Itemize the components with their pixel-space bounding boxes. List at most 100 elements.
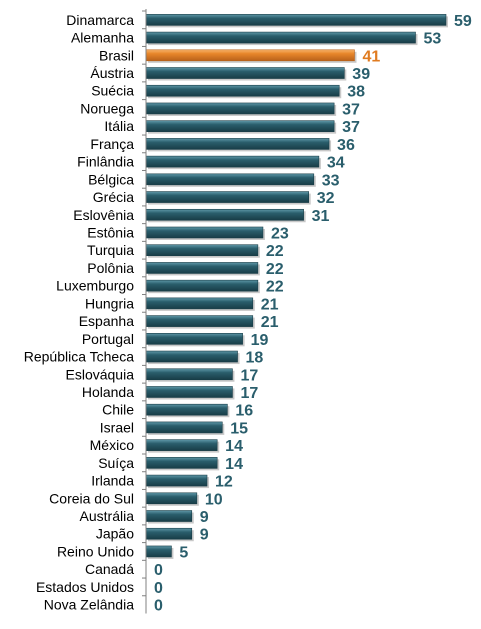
bar bbox=[145, 315, 254, 327]
value-label: 16 bbox=[235, 403, 253, 420]
value-label: 36 bbox=[337, 137, 355, 154]
value-label: 59 bbox=[454, 13, 472, 30]
category-label: México bbox=[90, 437, 135, 453]
bar bbox=[145, 403, 228, 416]
bar bbox=[145, 155, 320, 168]
bar bbox=[145, 102, 335, 115]
category-label: Noruega bbox=[80, 100, 134, 116]
category-label: Nova Zelândia bbox=[44, 597, 134, 613]
value-label: 19 bbox=[251, 332, 269, 349]
value-label: 0 bbox=[154, 580, 163, 597]
value-label: 21 bbox=[261, 314, 279, 331]
value-label: 17 bbox=[240, 367, 258, 384]
category-label: Israel bbox=[100, 419, 134, 435]
bar bbox=[145, 84, 340, 97]
category-label: Reino Unido bbox=[57, 543, 134, 559]
value-label: 22 bbox=[266, 243, 284, 260]
bar bbox=[145, 527, 193, 540]
category-label: Suécia bbox=[91, 83, 134, 99]
value-label: 12 bbox=[215, 474, 233, 491]
bar bbox=[145, 67, 345, 79]
bar bbox=[145, 120, 335, 132]
category-label: Austrália bbox=[80, 508, 135, 524]
value-label: 33 bbox=[322, 172, 340, 189]
category-label: Alemanha bbox=[71, 30, 134, 46]
bar bbox=[145, 421, 223, 434]
category-label: França bbox=[90, 136, 134, 152]
value-label: 31 bbox=[312, 208, 330, 225]
bar bbox=[145, 31, 416, 44]
value-label: 39 bbox=[352, 66, 370, 83]
category-label: Coreia do Sul bbox=[49, 490, 134, 506]
bar bbox=[145, 492, 198, 505]
bar bbox=[145, 386, 233, 398]
bar bbox=[145, 350, 238, 363]
category-label: Irlanda bbox=[91, 473, 134, 489]
category-label: Canadá bbox=[85, 561, 134, 577]
bar bbox=[145, 208, 304, 221]
bar bbox=[145, 191, 310, 203]
value-label: 17 bbox=[240, 385, 258, 402]
bar bbox=[145, 457, 218, 469]
value-label: 37 bbox=[342, 119, 360, 136]
value-label: 5 bbox=[179, 544, 188, 561]
value-label: 38 bbox=[347, 84, 365, 101]
value-label: 41 bbox=[362, 48, 380, 65]
value-label: 15 bbox=[230, 420, 248, 437]
category-label: Itália bbox=[104, 118, 134, 134]
category-label: Chile bbox=[102, 402, 134, 418]
value-label: 34 bbox=[327, 155, 345, 172]
bar bbox=[145, 439, 218, 451]
category-label: Holanda bbox=[82, 384, 134, 400]
category-label: Eslováquia bbox=[66, 366, 135, 382]
category-label: Hungria bbox=[85, 295, 134, 311]
bar bbox=[145, 262, 259, 274]
value-label: 0 bbox=[154, 562, 163, 579]
bar bbox=[145, 474, 208, 487]
value-label: 9 bbox=[200, 527, 209, 544]
category-label: Brasil bbox=[99, 47, 134, 63]
value-label: 22 bbox=[266, 279, 284, 296]
category-label: Bélgica bbox=[88, 171, 134, 187]
bar bbox=[145, 333, 243, 345]
category-label: República Tcheca bbox=[24, 349, 134, 365]
category-label: Dinamarca bbox=[66, 12, 134, 28]
bar bbox=[145, 226, 264, 239]
category-label: Estados Unidos bbox=[36, 579, 134, 595]
value-label: 14 bbox=[225, 438, 243, 455]
category-label: Áustria bbox=[90, 65, 134, 81]
category-label: Suíça bbox=[98, 455, 134, 471]
bar bbox=[145, 510, 193, 522]
value-label: 23 bbox=[271, 226, 289, 243]
bar bbox=[145, 297, 254, 310]
category-label: Turquia bbox=[87, 242, 134, 258]
value-labels: 5953413938373736343332312322222221211918… bbox=[154, 13, 472, 615]
bars-layer bbox=[142, 10, 448, 597]
category-label: Japão bbox=[96, 526, 134, 542]
category-label: Portugal bbox=[82, 331, 134, 347]
bar bbox=[145, 368, 233, 381]
bar bbox=[145, 14, 447, 26]
category-label: Eslovênia bbox=[73, 207, 134, 223]
value-label: 53 bbox=[423, 31, 441, 48]
value-label: 9 bbox=[200, 509, 209, 526]
category-label: Grécia bbox=[93, 189, 134, 205]
value-label: 37 bbox=[342, 101, 360, 118]
category-label: Estônia bbox=[87, 225, 134, 241]
category-label: Finlândia bbox=[77, 154, 134, 170]
bar bbox=[145, 545, 172, 558]
category-label: Polônia bbox=[87, 260, 134, 276]
bar bbox=[145, 244, 259, 257]
bar bbox=[145, 138, 330, 150]
value-label: 0 bbox=[154, 598, 163, 615]
bar bbox=[145, 173, 315, 186]
value-label: 14 bbox=[225, 456, 243, 473]
bar bbox=[145, 279, 259, 292]
bar-highlight-brasil bbox=[145, 49, 355, 62]
value-label: 32 bbox=[317, 190, 335, 207]
value-label: 18 bbox=[246, 350, 264, 367]
category-label: Luxemburgo bbox=[56, 278, 134, 294]
value-label: 21 bbox=[261, 296, 279, 313]
